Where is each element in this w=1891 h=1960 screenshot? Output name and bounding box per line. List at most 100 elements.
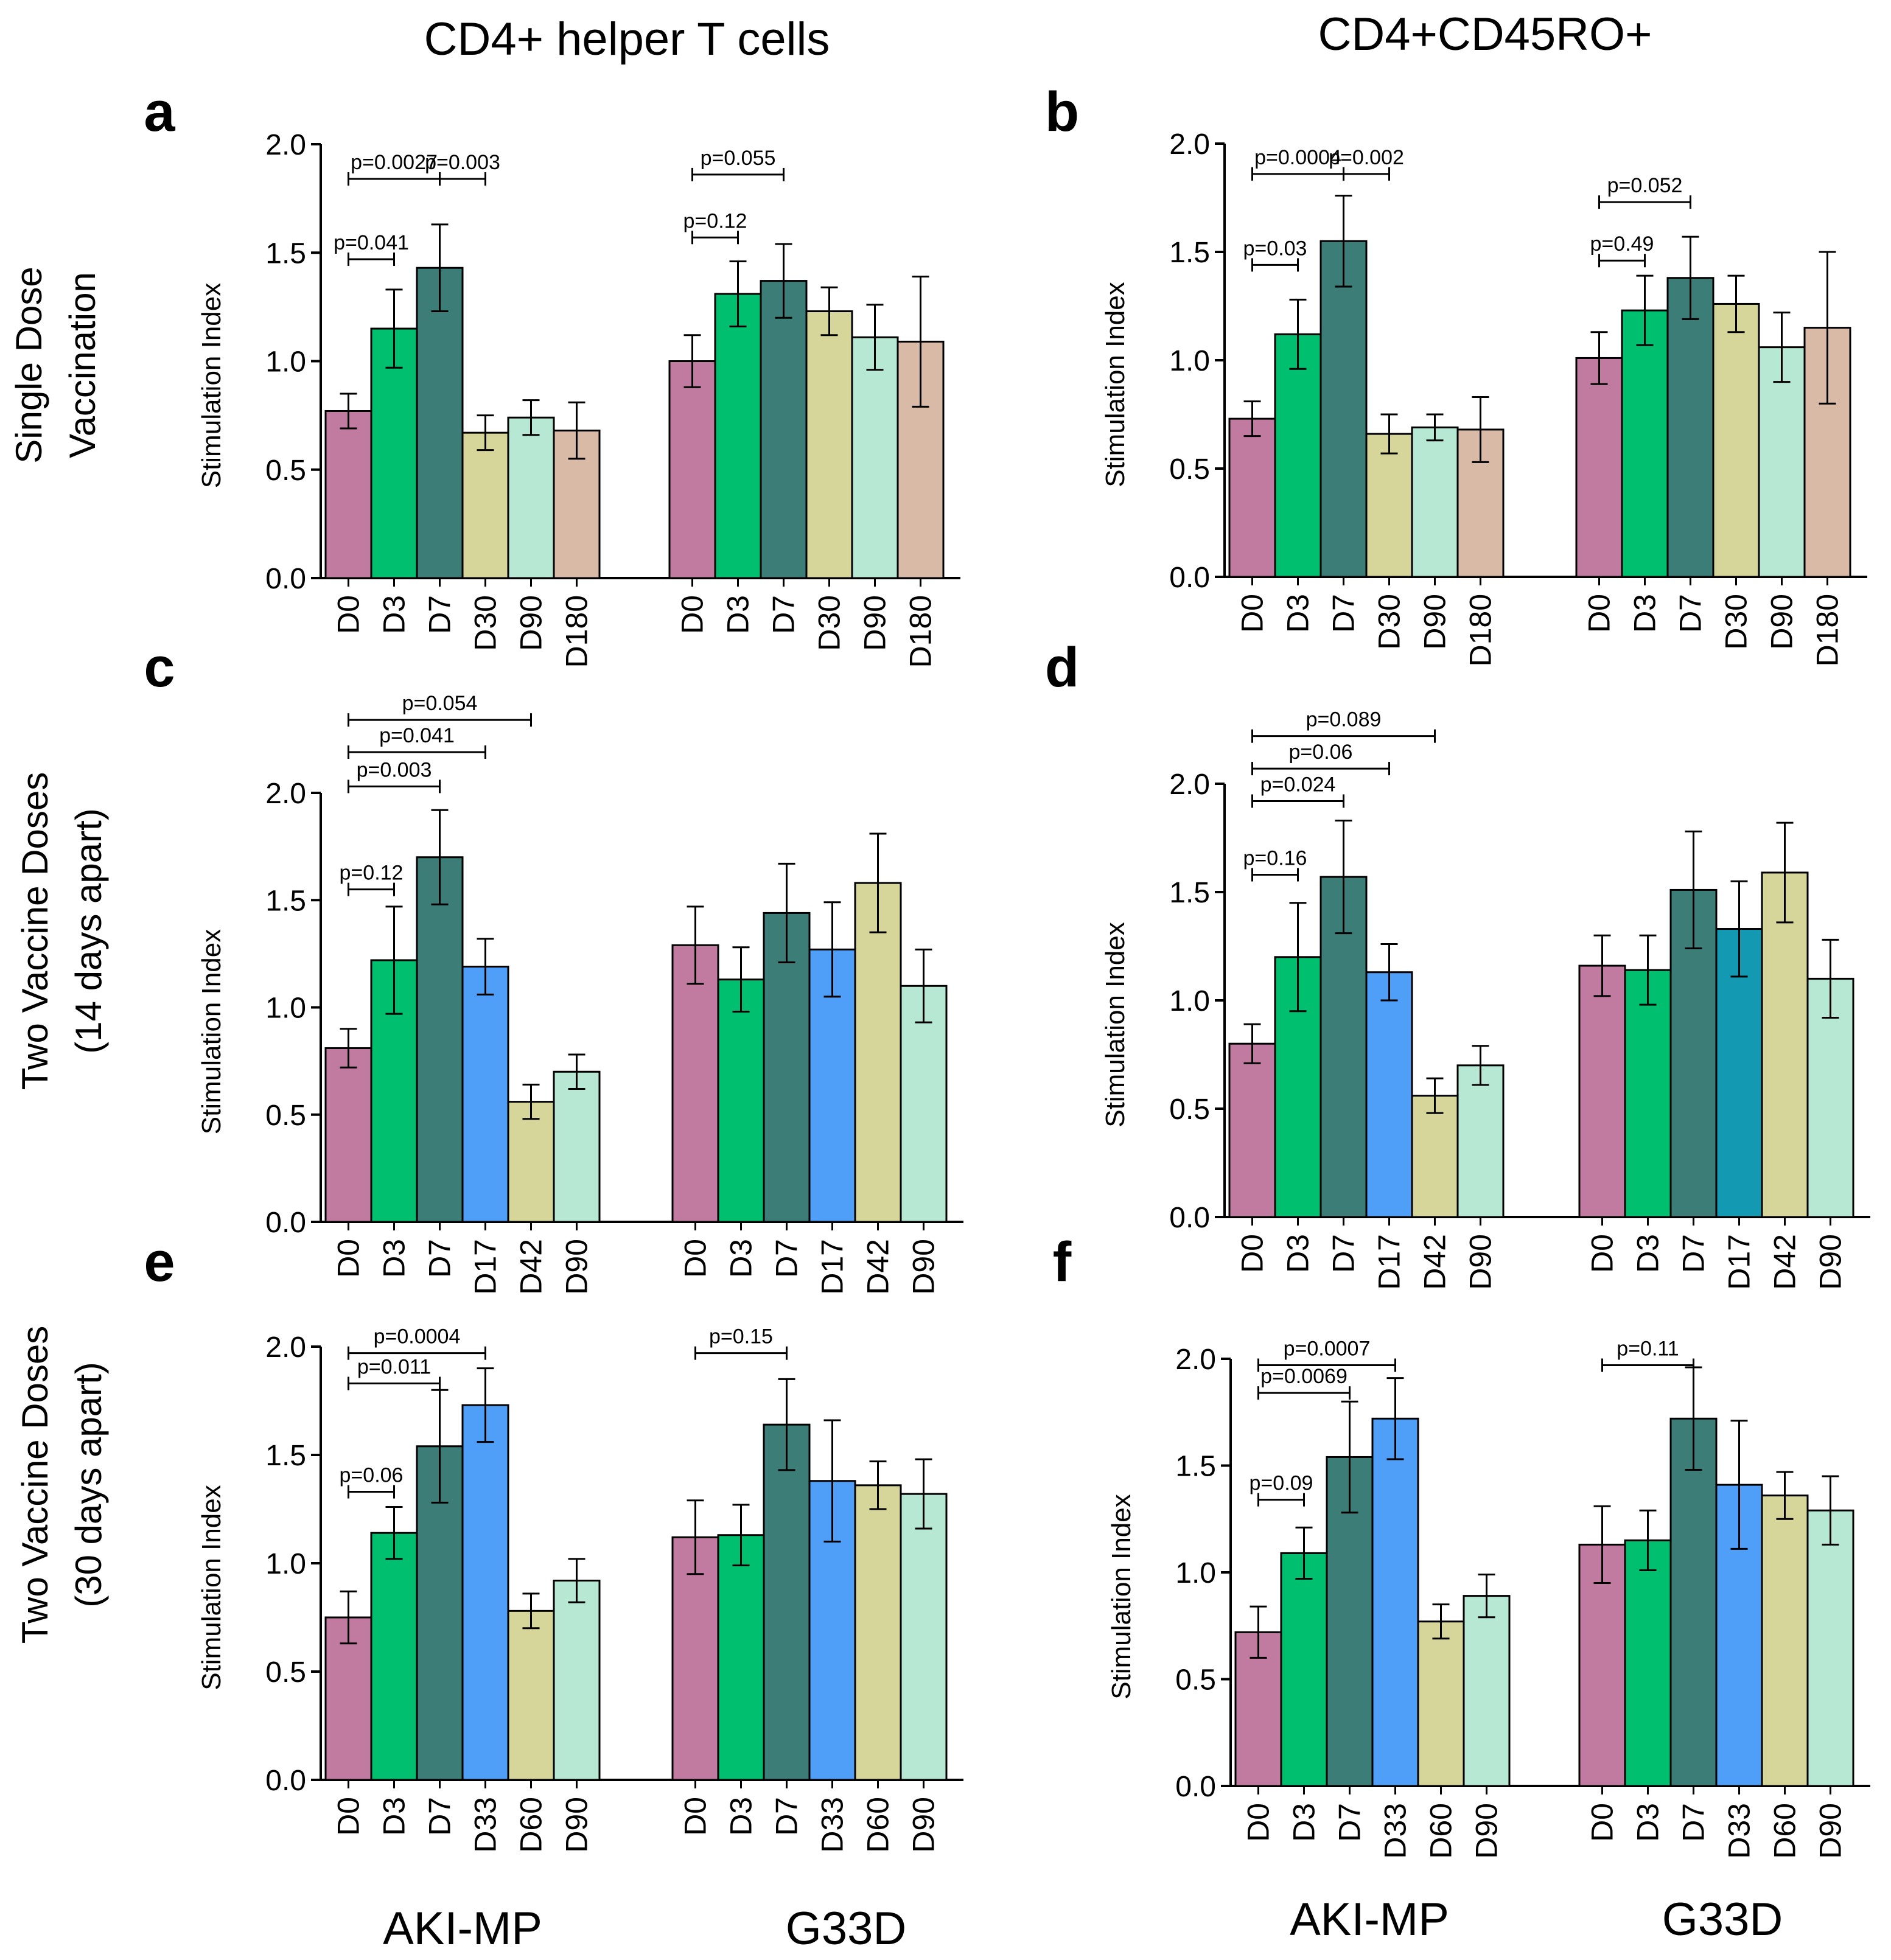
x-tick-label: D42	[861, 1239, 895, 1295]
y-tick-label: 0.5	[265, 1656, 306, 1689]
x-tick-label: D3	[377, 595, 411, 634]
x-tick-label: D33	[1379, 1803, 1413, 1859]
x-tick-label: D60	[1424, 1803, 1458, 1859]
y-tick-label: 2.0	[265, 129, 306, 161]
x-tick-label: D60	[861, 1797, 895, 1853]
p-value-label: p=0.0004	[374, 1325, 461, 1348]
bar-g33d-d0	[1575, 357, 1623, 578]
x-tick-label: D7	[1327, 1234, 1361, 1273]
bar-g33d-d3	[717, 978, 765, 1223]
y-axis-label: Stimulation Index	[197, 1485, 226, 1690]
p-value-label: p=0.11	[1617, 1337, 1679, 1361]
bar-aki-mp-d90	[553, 1579, 601, 1781]
x-tick-label: D30	[469, 595, 503, 651]
x-tick-label: D3	[1281, 1234, 1315, 1273]
panel-a-chart: a 0.0 0.5 1.0 1.5 2.0 Stimulation Index D0 D3 D7 D…	[144, 81, 960, 668]
x-tick-label: D3	[721, 595, 755, 634]
bar-aki-mp-d60	[1417, 1620, 1465, 1787]
x-tick-label: D7	[1677, 1803, 1711, 1842]
panel-b-chart: b 0.0 0.5 1.0 1.5 2.0 Stimulation Index D0 D3 D7 D…	[1045, 81, 1867, 667]
bar-aki-mp-d0	[1228, 417, 1276, 578]
bar-aki-mp-d17	[461, 966, 509, 1223]
x-tick-label: D90	[560, 1239, 594, 1295]
panel-letter-a: a	[144, 81, 175, 143]
y-tick-label: 0.0	[265, 563, 306, 595]
x-tick-label: D7	[770, 1797, 804, 1836]
panel-f-chart: f 0.0 0.5 1.0 1.5 2.0 Stimulation Index D0 D3 D7 D…	[1053, 1231, 1870, 1859]
bar-aki-mp-d0	[1228, 1042, 1276, 1218]
x-tick-label: D180	[904, 595, 938, 668]
y-tick-label: 1.0	[1169, 345, 1210, 377]
x-tick-label: D90	[1765, 594, 1799, 650]
y-tick-label: 0.5	[265, 1100, 306, 1132]
x-tick-label: D0	[679, 1239, 713, 1278]
bar-g33d-d90	[900, 985, 948, 1223]
bar-g33d-d7	[763, 1423, 811, 1781]
y-tick-label: 0.0	[265, 1765, 306, 1797]
x-tick-label: D7	[1674, 594, 1708, 633]
p-value-label: p=0.089	[1306, 708, 1382, 731]
bar-aki-mp-d90	[1463, 1595, 1511, 1787]
p-value-label: p=0.011	[357, 1356, 431, 1379]
bar-aki-mp-d7	[416, 267, 464, 579]
x-tick-label: D60	[1768, 1803, 1802, 1859]
x-tick-label: D180	[1811, 594, 1845, 667]
y-tick-label: 2.0	[1175, 1344, 1216, 1376]
x-tick-label: D0	[1585, 1234, 1620, 1273]
x-tick-label: D30	[1719, 594, 1753, 650]
panel-letter-c: c	[144, 636, 175, 699]
y-tick-label: 1.5	[265, 885, 306, 917]
bar-aki-mp-d3	[1280, 1552, 1328, 1787]
y-tick-label: 1.0	[265, 346, 306, 378]
x-tick-label: D42	[1418, 1234, 1452, 1290]
panel-e-chart: e 0.0 0.5 1.0 1.5 2.0 Stimulation Index D0 D3 D7 D…	[144, 1231, 963, 1853]
panel-letter-f: f	[1053, 1231, 1072, 1293]
bar-aki-mp-d33	[461, 1404, 509, 1781]
bar-g33d-d3	[1621, 309, 1669, 578]
row-title-two-doses-14-line2: (14 days apart)	[68, 808, 109, 1054]
x-tick-label: D3	[724, 1239, 758, 1278]
x-tick-label: D180	[1464, 594, 1498, 667]
bar-g33d-d3	[1624, 969, 1672, 1218]
bar-aki-mp-d30	[1365, 433, 1413, 578]
y-axis-label: Stimulation Index	[197, 929, 226, 1135]
x-tick-label: D7	[423, 1797, 457, 1836]
bar-g33d-d7	[760, 280, 808, 579]
bar-aki-mp-d33	[1371, 1417, 1419, 1787]
p-value-label: p=0.06	[340, 1464, 404, 1487]
row-title-single-dose: Single Dose Vaccination	[9, 267, 103, 464]
x-tick-label: D0	[679, 1797, 713, 1836]
p-value-label: p=0.15	[709, 1325, 773, 1348]
bar-g33d-d0	[671, 944, 719, 1223]
bar-aki-mp-d42	[507, 1101, 555, 1223]
bar-aki-mp-d0	[324, 1047, 372, 1223]
y-tick-label: 1.5	[1175, 1451, 1216, 1483]
x-tick-label: D17	[1722, 1234, 1756, 1290]
x-tick-label: D0	[332, 1239, 366, 1278]
bar-g33d-d42	[1761, 871, 1809, 1218]
bar-g33d-d0	[671, 1536, 719, 1781]
x-tick-label: D90	[560, 1797, 594, 1853]
bar-g33d-d0	[1578, 964, 1626, 1218]
x-tick-label: D3	[1287, 1803, 1321, 1842]
x-tick-label: D7	[770, 1239, 804, 1278]
x-tick-label: D0	[332, 1797, 366, 1836]
x-tick-label: D33	[816, 1797, 850, 1853]
bar-g33d-d90	[900, 1493, 948, 1781]
row-title-two-doses-14: Two Vaccine Doses (14 days apart)	[15, 772, 109, 1090]
bar-g33d-d30	[805, 310, 853, 579]
x-tick-label: D7	[423, 1239, 457, 1278]
y-tick-label: 1.5	[265, 1440, 306, 1472]
p-value-label: p=0.0069	[1260, 1365, 1347, 1388]
p-value-label: p=0.06	[1289, 741, 1353, 764]
bar-g33d-d60	[854, 1484, 902, 1781]
p-value-label: p=0.024	[1260, 773, 1336, 796]
x-tick-label: D0	[676, 595, 710, 634]
x-tick-label: D33	[1722, 1803, 1756, 1859]
x-tick-label: D60	[514, 1797, 548, 1853]
x-tick-label: D0	[1242, 1803, 1276, 1842]
y-axis-label: Stimulation Index	[1100, 922, 1130, 1128]
y-axis-label: Stimulation Index	[1100, 282, 1130, 487]
x-tick-label: D17	[469, 1239, 503, 1295]
y-tick-label: 2.0	[265, 1331, 306, 1364]
